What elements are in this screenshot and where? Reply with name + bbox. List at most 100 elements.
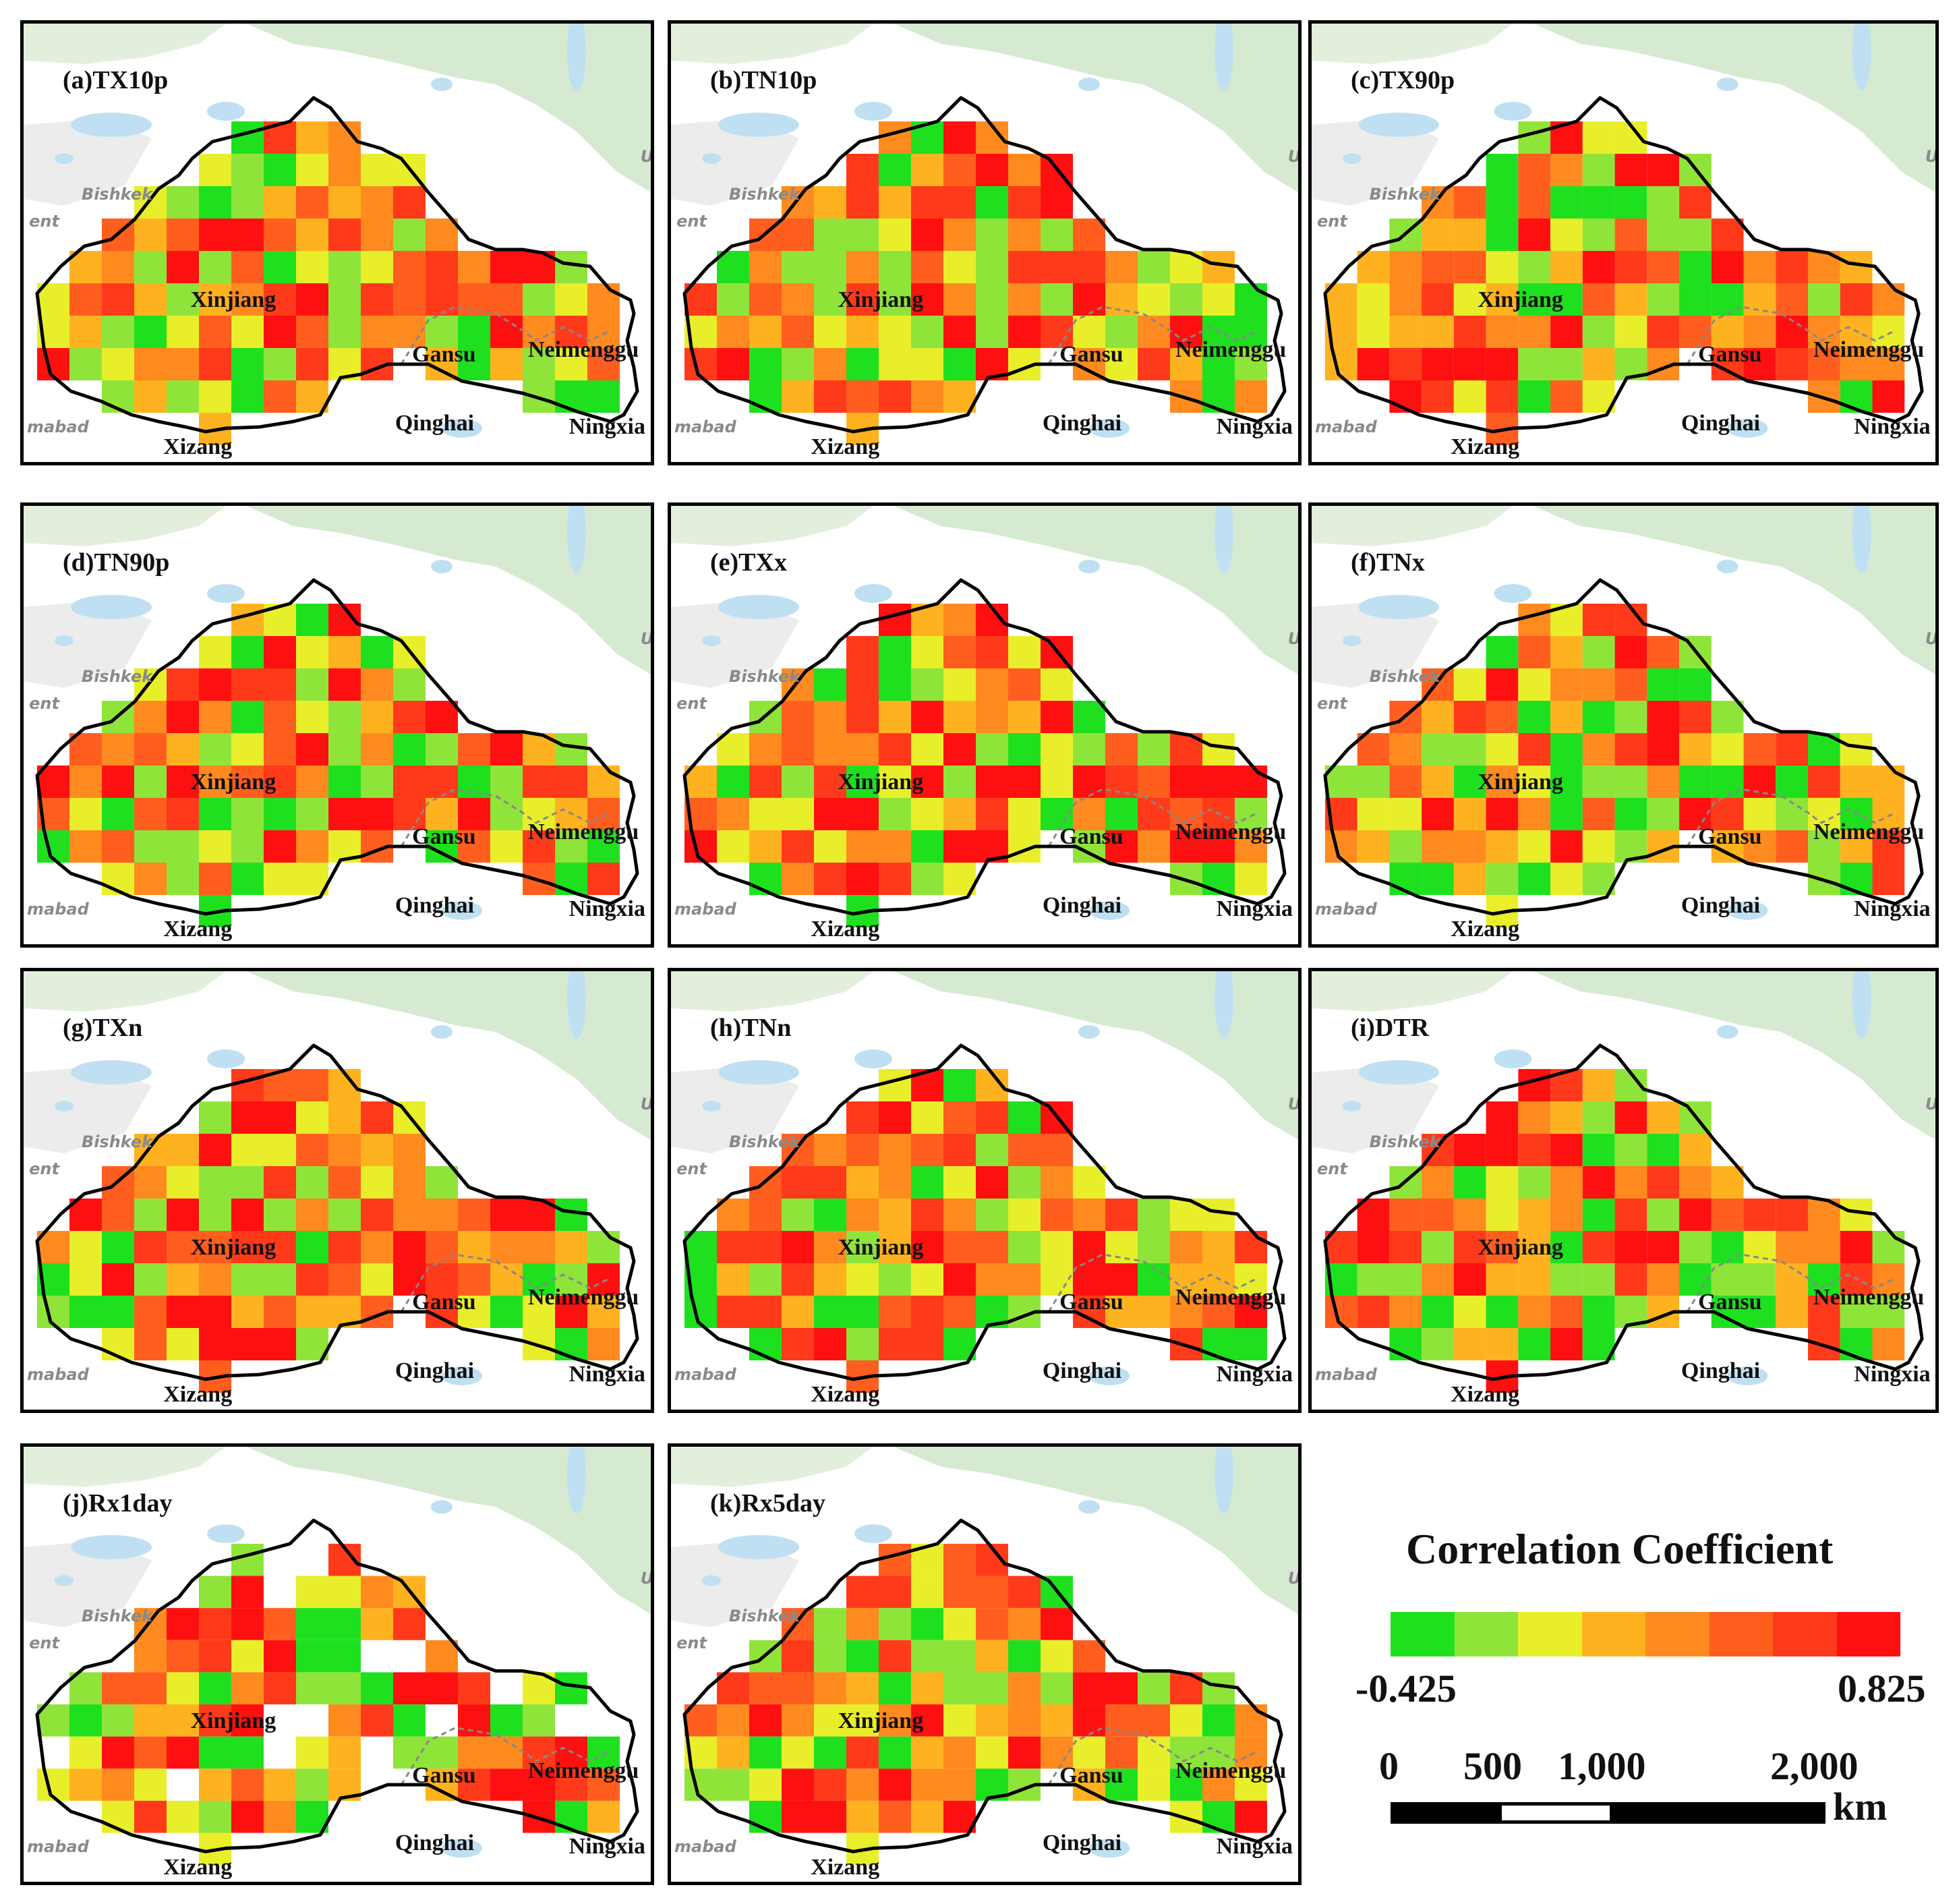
grid-cell	[1872, 830, 1905, 863]
grid-cell	[264, 1672, 296, 1705]
grid-cell	[1679, 1199, 1712, 1231]
grid-cell	[1170, 348, 1202, 380]
grid-cell	[1453, 1199, 1486, 1231]
grid-cell	[1808, 283, 1840, 316]
grid-cell	[458, 1704, 490, 1737]
grid-cell	[1776, 251, 1809, 283]
grid-cell	[879, 1199, 911, 1231]
grid-cell	[1486, 830, 1519, 863]
grid-cell	[393, 1704, 426, 1737]
grid-cell	[976, 1704, 1008, 1737]
grid-cell	[361, 186, 393, 219]
grid-cell	[393, 1263, 426, 1296]
grid-cell	[1422, 283, 1454, 316]
lake	[1078, 78, 1100, 91]
grid-cell	[102, 1231, 134, 1263]
grid-cell	[782, 348, 814, 380]
grid-cell	[1550, 154, 1583, 186]
grid-cell	[167, 283, 199, 316]
grid-cell	[199, 283, 231, 316]
grid-cell	[1518, 316, 1551, 348]
panel-title: (a)TX10p	[63, 66, 169, 94]
grid-cell	[199, 219, 231, 251]
grid-cell	[1202, 283, 1235, 316]
panel-title: (g)TXn	[63, 1014, 143, 1042]
grid-cell	[426, 1166, 458, 1199]
map-label-gansu: Gansu	[1059, 1762, 1123, 1788]
map-label-xinjiang: Xinjiang	[1478, 287, 1563, 312]
grid-cell	[426, 1736, 458, 1769]
grid-cell	[296, 121, 328, 154]
grid-cell	[1550, 1166, 1583, 1199]
grid-cell	[102, 1736, 134, 1769]
grid-cell	[1235, 283, 1267, 316]
grid-cell	[1614, 1166, 1647, 1199]
grid-cell	[1518, 1166, 1551, 1199]
lake	[854, 102, 892, 121]
grid-cell	[1041, 251, 1073, 283]
forest-area	[246, 1447, 651, 1615]
grid-cell	[846, 798, 879, 830]
grid-cell	[1235, 1231, 1267, 1263]
grid-cell	[814, 1263, 846, 1296]
grid-cell	[1138, 1296, 1170, 1328]
grid-cell	[1582, 1101, 1615, 1134]
grid-cell	[69, 1296, 102, 1328]
grid-cell	[231, 348, 264, 380]
grid-cell	[231, 219, 264, 251]
grid-cell	[264, 798, 296, 830]
grid-cell	[231, 1800, 264, 1833]
grid-cell	[296, 316, 328, 348]
grid-cell	[1679, 1263, 1712, 1296]
grid-cell	[1518, 604, 1551, 636]
region-outline	[35, 578, 639, 916]
grid-cell	[943, 1231, 976, 1263]
grid-cell	[879, 1608, 911, 1640]
grid-cell	[846, 863, 879, 895]
grid-cell	[1711, 219, 1744, 251]
grid-cell	[1422, 1199, 1454, 1231]
grid-cell	[846, 1768, 879, 1801]
grid-cell	[1389, 733, 1422, 766]
grid-cell	[782, 1166, 814, 1199]
grid-cell	[846, 1263, 879, 1296]
grid-cell	[426, 701, 458, 733]
grid-cell	[911, 154, 943, 186]
grid-cell	[1453, 316, 1486, 348]
grid-cell	[1041, 219, 1073, 251]
grid-cell	[717, 283, 749, 316]
grid-cell	[393, 668, 426, 701]
grid-cell	[1389, 348, 1422, 380]
grid-cell	[199, 1736, 231, 1769]
grid-cell	[1073, 1672, 1105, 1705]
map-svg	[1312, 24, 1935, 445]
grid-cell	[1679, 1231, 1712, 1263]
grid-cell	[134, 1296, 167, 1328]
grid-cell	[555, 1768, 587, 1801]
grid-cell	[587, 1328, 620, 1360]
grid-cell	[1202, 766, 1235, 798]
grid-cell	[1647, 1231, 1680, 1263]
lake	[718, 1534, 799, 1559]
map-label-bishkek: Bishkek	[1369, 184, 1440, 204]
lake	[1716, 1025, 1739, 1039]
map-label-mabad: mabad	[27, 899, 89, 919]
grid-cell	[1582, 1134, 1615, 1166]
grid-cell	[976, 1134, 1008, 1166]
forest-area	[1533, 506, 1935, 674]
grid-cell	[1582, 316, 1615, 348]
map-panel-b: (b)TN10p Xinjiang Gansu Neimenggu Qinghai Nin…	[668, 20, 1302, 465]
grid-cell	[1486, 733, 1519, 766]
grid-cell	[911, 1263, 943, 1296]
grid-cell	[1518, 1199, 1551, 1231]
lake	[71, 113, 152, 137]
grid-cell	[1073, 1166, 1105, 1199]
grid-cell	[1679, 733, 1712, 766]
grid-cell	[943, 1543, 976, 1576]
grid-cell	[846, 1800, 879, 1833]
map-label-bishkek: Bishkek	[728, 1606, 800, 1625]
lake	[1727, 1366, 1768, 1385]
grid-cell	[749, 733, 782, 766]
map-label-bishkek: Bishkek	[81, 184, 153, 204]
grid-cell	[167, 1736, 199, 1769]
